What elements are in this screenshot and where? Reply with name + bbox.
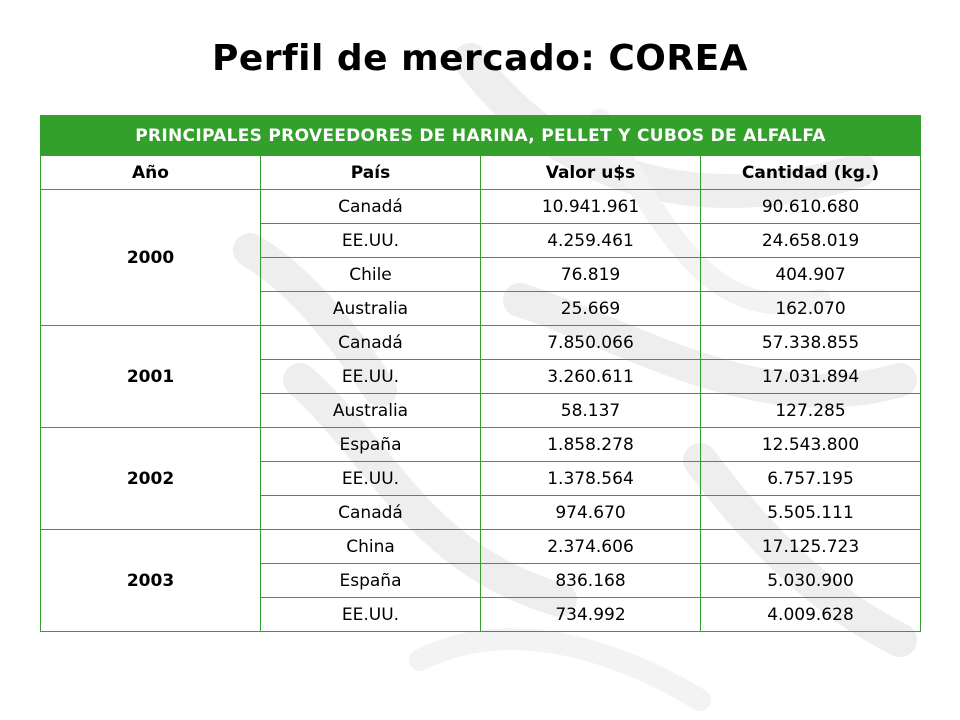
table-row: Canadá 974.670 5.505.111: [41, 495, 921, 530]
country-cell: EE.UU.: [260, 597, 481, 632]
page-title: Perfil de mercado: COREA: [211, 38, 749, 79]
quantity-cell: 127.285: [700, 393, 921, 428]
value-cell: 76.819: [480, 257, 701, 292]
table-caption: PRINCIPALES PROVEEDORES DE HARINA, PELLE…: [40, 115, 921, 156]
value-cell: 58.137: [480, 393, 701, 428]
value-cell: 3.260.611: [480, 359, 701, 394]
country-cell: China: [260, 529, 481, 564]
table-header-row: Año País Valor u$s Cantidad (kg.): [40, 155, 921, 190]
country-cell: EE.UU.: [260, 223, 481, 258]
year-cell: 2003: [40, 529, 261, 632]
value-cell: 974.670: [480, 495, 701, 530]
table-row: España 836.168 5.030.900: [41, 563, 921, 598]
table-row: EE.UU. 1.378.564 6.757.195: [41, 461, 921, 496]
table-row: 2000 Canadá 10.941.961 90.610.680: [40, 189, 921, 326]
value-cell: 25.669: [480, 291, 701, 326]
value-cell: 2.374.606: [480, 529, 701, 564]
country-cell: Canadá: [260, 325, 481, 360]
table-row: 2003 China 2.374.606 17.125.723: [40, 529, 921, 632]
value-cell: 7.850.066: [480, 325, 701, 360]
value-cell: 734.992: [480, 597, 701, 632]
year-cell: 2002: [40, 427, 261, 530]
country-cell: EE.UU.: [260, 461, 481, 496]
quantity-cell: 24.658.019: [700, 223, 921, 258]
year-cell: 2001: [40, 325, 261, 428]
country-cell: Australia: [260, 291, 481, 326]
column-header-country: País: [260, 155, 481, 190]
country-cell: Canadá: [260, 495, 481, 530]
table-row: EE.UU. 734.992 4.009.628: [41, 597, 921, 632]
quantity-cell: 404.907: [700, 257, 921, 292]
country-cell: España: [260, 427, 481, 462]
value-cell: 4.259.461: [480, 223, 701, 258]
value-cell: 836.168: [480, 563, 701, 598]
table-caption-row: PRINCIPALES PROVEEDORES DE HARINA, PELLE…: [40, 115, 921, 156]
country-cell: Chile: [260, 257, 481, 292]
country-cell: Australia: [260, 393, 481, 428]
column-header-year: Año: [40, 155, 261, 190]
quantity-cell: 90.610.680: [700, 189, 921, 224]
quantity-cell: 4.009.628: [700, 597, 921, 632]
value-cell: 1.378.564: [480, 461, 701, 496]
quantity-cell: 12.543.800: [700, 427, 921, 462]
country-cell: España: [260, 563, 481, 598]
suppliers-table: PRINCIPALES PROVEEDORES DE HARINA, PELLE…: [40, 115, 921, 632]
quantity-cell: 162.070: [700, 291, 921, 326]
column-header-quantity: Cantidad (kg.): [700, 155, 921, 190]
table-row: EE.UU. 3.260.611 17.031.894: [41, 359, 921, 394]
table-row: 2001 Canadá 7.850.066 57.338.855: [40, 325, 921, 428]
quantity-cell: 5.505.111: [700, 495, 921, 530]
quantity-cell: 17.031.894: [700, 359, 921, 394]
quantity-cell: 57.338.855: [700, 325, 921, 360]
table-row: Australia 58.137 127.285: [41, 393, 921, 428]
column-header-value: Valor u$s: [480, 155, 701, 190]
country-cell: Canadá: [260, 189, 481, 224]
table-row: 2002 España 1.858.278 12.543.800: [40, 427, 921, 530]
table-row: Australia 25.669 162.070: [41, 291, 921, 326]
quantity-cell: 17.125.723: [700, 529, 921, 564]
value-cell: 1.858.278: [480, 427, 701, 462]
quantity-cell: 5.030.900: [700, 563, 921, 598]
value-cell: 10.941.961: [480, 189, 701, 224]
quantity-cell: 6.757.195: [700, 461, 921, 496]
year-cell: 2000: [40, 189, 261, 326]
country-cell: EE.UU.: [260, 359, 481, 394]
